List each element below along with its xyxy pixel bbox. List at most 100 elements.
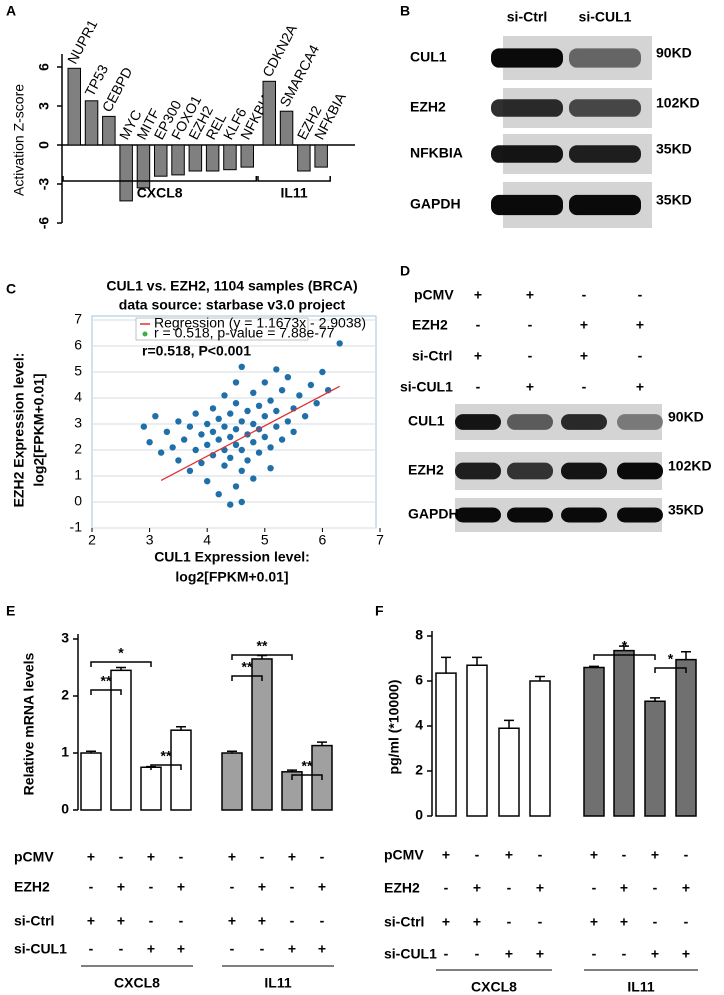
significance-label: * [668, 651, 674, 667]
blot-band [455, 462, 501, 480]
bar [140, 766, 162, 811]
bar [136, 144, 151, 189]
scatter-point [290, 428, 297, 435]
condition-mark: + [682, 880, 690, 896]
significance-label: ** [161, 748, 172, 764]
blot-band [561, 462, 607, 480]
blot-band [507, 414, 553, 430]
group-label: CXCL8 [114, 975, 160, 991]
blot-row-label: EZH2 [408, 462, 444, 478]
x-tick-label: 6 [319, 532, 327, 548]
condition-mark: - [290, 913, 295, 929]
condition-mark: + [318, 941, 326, 957]
condition-mark: - [320, 849, 325, 865]
group-bracket [257, 176, 331, 182]
condition-mark: + [228, 849, 236, 865]
scatter-point [157, 449, 165, 456]
scatter-point [250, 389, 257, 396]
blot-band [569, 99, 641, 117]
error-bar [619, 645, 629, 651]
x-tick-label: 7 [376, 532, 384, 548]
condition-mark: + [590, 847, 598, 863]
scatter-point [250, 475, 257, 482]
legend-swatch [142, 331, 148, 337]
scatter-point [163, 428, 171, 435]
condition-mark: - [444, 880, 449, 896]
y-axis-label: pg/ml (*10000) [386, 680, 402, 775]
scatter-point [267, 444, 274, 451]
y-tick-label: 3 [74, 415, 82, 431]
blot-row-label: NFKBIA [410, 145, 463, 161]
blot-band [617, 507, 663, 523]
significance-bracket [593, 654, 656, 660]
y-tick-label: 2 [74, 441, 82, 457]
condition-mark: + [682, 946, 690, 962]
bar [251, 658, 273, 811]
scatter-point [232, 483, 240, 490]
condition-label: EZH2 [412, 317, 448, 333]
group-label: CXCL8 [471, 979, 517, 995]
y-tick-label: 6 [74, 337, 82, 353]
bar [102, 115, 116, 146]
condition-mark: + [228, 913, 236, 929]
significance-label: ** [242, 659, 253, 675]
condition-mark: - [260, 941, 265, 957]
condition-mark: + [474, 287, 482, 303]
bar [529, 680, 551, 817]
group-bracket [62, 176, 258, 182]
bar [314, 144, 328, 168]
blot-size-label: 35KD [656, 141, 692, 157]
scatter-point [186, 467, 194, 474]
condition-mark: + [474, 348, 482, 364]
blot-row-label: EZH2 [410, 99, 446, 115]
significance-bracket [150, 764, 182, 770]
scatter-point [227, 501, 234, 508]
bar [67, 67, 81, 146]
condition-label: EZH2 [384, 880, 420, 896]
condition-mark: - [89, 941, 94, 957]
condition-mark: + [620, 880, 628, 896]
panel-letter: B [400, 3, 410, 19]
y-tick-label: 4 [74, 389, 82, 405]
scatter-point [198, 431, 205, 438]
error-bar [176, 726, 186, 731]
error-bar [317, 741, 327, 746]
error-bar [535, 675, 545, 681]
blot-band [455, 507, 501, 523]
significance-bracket [654, 667, 687, 673]
scatter-point [307, 381, 315, 389]
blot-row-label: GAPDH [410, 196, 461, 212]
y-tick-label: 4 [415, 717, 423, 733]
blot-row-label: GAPDH [408, 506, 459, 522]
condition-label: si-Ctrl [384, 914, 424, 930]
scatter-point [227, 454, 234, 461]
bar [170, 729, 192, 811]
scatter-point [278, 387, 286, 394]
scatter-point [221, 462, 228, 469]
condition-mark: - [507, 914, 512, 930]
condition-mark: + [288, 849, 296, 865]
scatter-point [232, 426, 240, 433]
condition-label: si-CUL1 [14, 941, 67, 957]
scatter-point [296, 392, 303, 399]
y-axis-label: log2[FPKM+0.01] [31, 373, 47, 486]
blot-band [569, 194, 641, 216]
y-tick-label: 1 [74, 467, 82, 483]
scatter-point [192, 410, 199, 417]
significance-bracket [90, 661, 152, 667]
blot-size-label: 35KD [668, 502, 704, 518]
blot-row-label: CUL1 [410, 49, 447, 65]
annotation: r=0.518, P<0.001 [142, 343, 251, 359]
scatter-point [175, 457, 182, 464]
y-tick-label: 0 [415, 807, 423, 823]
blot-band [569, 145, 641, 163]
scatter-point [204, 420, 211, 428]
condition-mark: + [536, 946, 544, 962]
scatter-point [238, 363, 245, 370]
condition-mark: - [528, 348, 533, 364]
scatter-point [204, 441, 211, 448]
scatter-point [146, 439, 153, 446]
blot-band [507, 507, 553, 523]
significance-bracket [231, 654, 293, 660]
scatter-point [278, 436, 286, 443]
